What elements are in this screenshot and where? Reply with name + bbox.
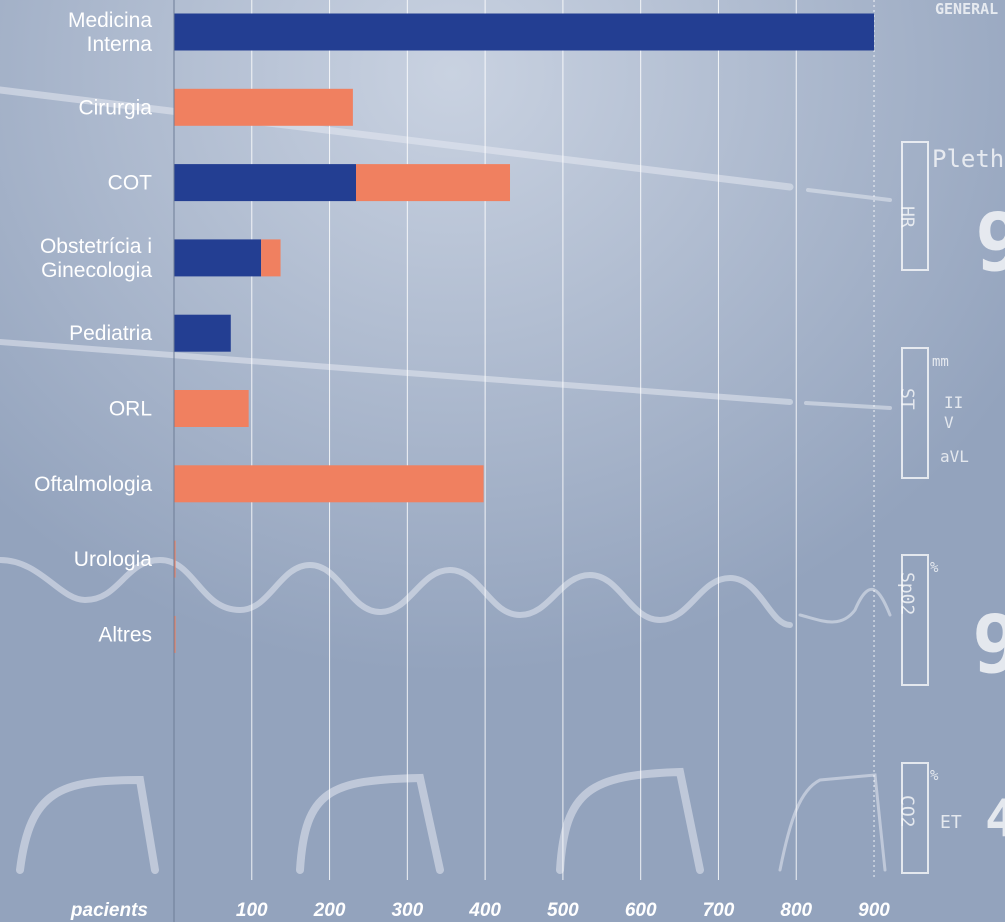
grid-lines xyxy=(251,0,875,880)
bar-segment xyxy=(174,465,484,503)
x-tick-label: 400 xyxy=(468,900,501,921)
bar-segment xyxy=(356,164,511,202)
x-tick-label: 800 xyxy=(780,900,812,921)
x-tick-label: 300 xyxy=(391,900,423,921)
monitor-label-v: V xyxy=(944,413,954,432)
x-tick-label: 500 xyxy=(547,900,579,921)
bar-segment xyxy=(174,314,231,352)
x-tick-label: 600 xyxy=(625,900,657,921)
x-tick-label: 100 xyxy=(236,900,268,921)
monitor-label-co2: CO2 xyxy=(897,795,918,828)
bar-segment xyxy=(174,615,176,653)
bar-segment xyxy=(174,540,176,578)
monitor-label-ii: II xyxy=(944,393,963,412)
monitor-label-pleth: Pleth xyxy=(932,145,1004,173)
category-label: ORL xyxy=(109,398,152,421)
monitor-value-co2: 4 xyxy=(985,789,1005,849)
category-label: Altres xyxy=(98,623,152,646)
bar-group xyxy=(174,13,875,653)
x-axis-title: pacients xyxy=(70,900,148,921)
bar-segment xyxy=(174,88,353,126)
bar-segment xyxy=(174,164,357,202)
bar-segment xyxy=(174,390,249,427)
monitor-label-mm: mm xyxy=(932,354,949,370)
category-label: Oftalmologia xyxy=(34,473,152,496)
monitor-label-spo2: Sp02 xyxy=(897,572,918,615)
category-label: Urologia xyxy=(74,548,153,571)
bar-segment xyxy=(174,239,262,277)
x-tick-label: 700 xyxy=(703,900,735,921)
bar-segment xyxy=(174,13,875,51)
x-tick-label: 900 xyxy=(858,900,890,921)
monitor-label-percent-1: % xyxy=(930,560,939,576)
monitor-label-avl: aVL xyxy=(940,447,969,466)
monitor-label-percent-2: % xyxy=(930,768,939,784)
category-label: COT xyxy=(108,172,153,195)
monitor-label-et: ET xyxy=(940,812,962,833)
monitor-label-general: GENERAL xyxy=(935,0,998,18)
x-tick-label: 200 xyxy=(313,900,346,921)
monitor-label-hr: HR xyxy=(897,206,918,228)
monitor-label-st: ST xyxy=(897,388,918,410)
x-tick-labels: 100 200 300 400 500 600 700 800 900 xyxy=(236,900,890,921)
bar-segment xyxy=(261,239,281,277)
category-label: Cirurgia xyxy=(78,96,152,119)
category-label: Pediatria xyxy=(69,322,152,345)
monitor-value-spo2: 9 xyxy=(972,598,1005,691)
category-label: Obstetrícia i Ginecologia xyxy=(40,235,152,282)
monitor-value-hr: 9 xyxy=(975,196,1005,289)
category-label: Medicina Interna xyxy=(68,9,152,56)
